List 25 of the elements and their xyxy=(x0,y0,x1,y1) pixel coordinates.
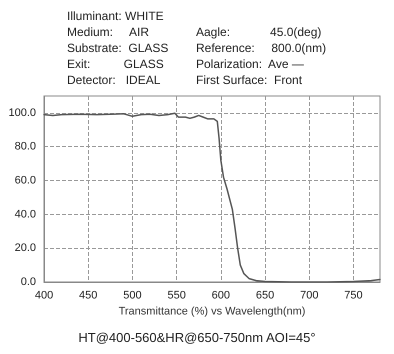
x-tick-label: 400 xyxy=(34,290,54,302)
text: Polarization: Ave — xyxy=(196,57,304,71)
text: Substrate: GLASS xyxy=(67,41,168,55)
text: Reference: 800.0(nm) xyxy=(196,41,326,55)
y-tick-label: 20.0 xyxy=(14,242,36,254)
text: Illuminant: WHITE xyxy=(67,9,164,23)
x-tick-label: 550 xyxy=(167,290,186,302)
text: Aagle: 45.0(deg) xyxy=(196,25,322,39)
x-tick-label: 500 xyxy=(123,290,142,302)
text: HT@400-560&HR@650-750nm AOI=45° xyxy=(78,330,316,345)
y-tick-label: 100.0 xyxy=(8,106,36,119)
y-tick-label: 0.0 xyxy=(20,276,36,288)
y-tick-label: 60.0 xyxy=(14,174,36,187)
y-tick-label: 80.0 xyxy=(14,140,36,153)
x-axis-title: Transmittance (%) vs Wavelength(nm) xyxy=(118,306,306,318)
text: First Surface: Front xyxy=(196,73,303,87)
x-tick-label: 650 xyxy=(256,290,274,302)
x-tick-label: 600 xyxy=(212,290,230,302)
text: Exit: GLASS xyxy=(67,57,164,71)
x-tick-label: 750 xyxy=(344,290,363,302)
text: Detector: IDEAL xyxy=(67,73,161,87)
x-tick-label: 700 xyxy=(300,290,318,302)
x-tick-label: 450 xyxy=(79,290,98,302)
text: Medium: AIR xyxy=(67,25,150,39)
y-tick-label: 40.0 xyxy=(14,208,36,220)
